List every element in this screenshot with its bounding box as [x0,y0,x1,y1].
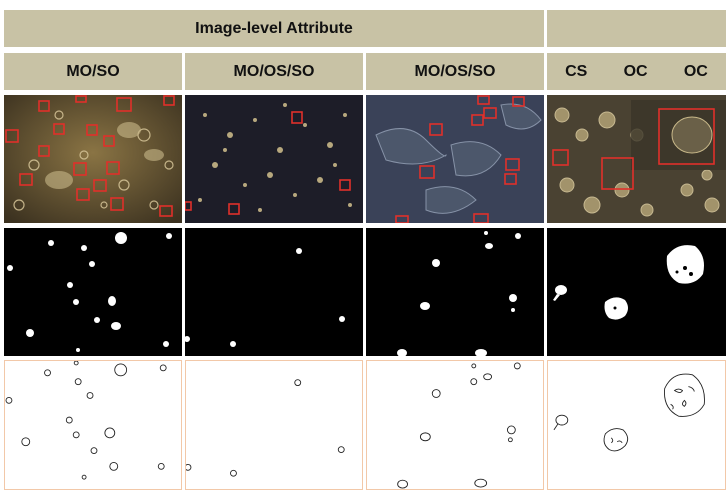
mask-image-1 [4,228,182,356]
contour-image-2 [185,360,363,490]
micro-image-1 [4,95,182,223]
column-label-4: CS OC OC [547,53,726,90]
micro-image-3 [366,95,544,223]
mask-image-3 [366,228,544,356]
header-image-level-attribute: Image-level Attribute [4,10,544,47]
column-label-2-text: MO/OS/SO [233,62,315,80]
contour-image-4 [547,360,726,490]
header-title: Image-level Attribute [195,19,353,37]
column-label-cs: CS [565,62,588,80]
micro-image-2 [185,95,363,223]
column-label-3-text: MO/OS/SO [414,62,496,80]
header-extra-cell [547,10,726,47]
column-label-1: MO/SO [4,53,182,90]
contour-image-1 [4,360,182,490]
contour-image-3 [366,360,544,490]
mask-image-2 [185,228,363,356]
column-label-2: MO/OS/SO [185,53,363,90]
column-label-3: MO/OS/SO [366,53,544,90]
micro-image-4 [547,95,726,223]
column-label-oc-2: OC [683,62,708,80]
column-label-oc-1: OC [623,62,648,80]
mask-image-4 [547,228,726,356]
column-label-1-text: MO/SO [66,62,120,80]
